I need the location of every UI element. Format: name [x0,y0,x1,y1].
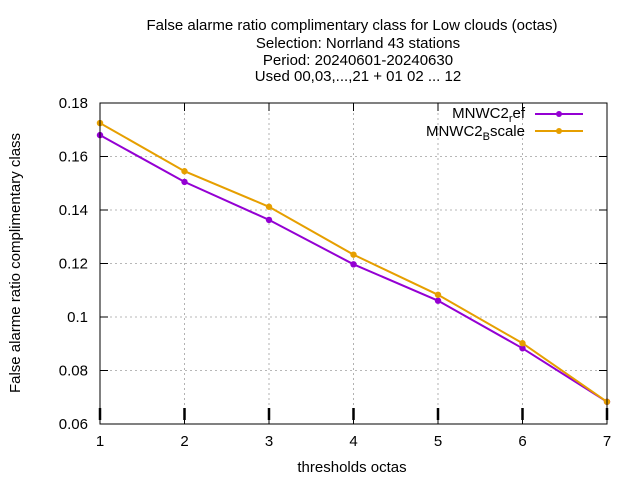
x-tick-label: 6 [518,433,526,450]
chart-title-line-2: Selection: Norrland 43 stations [256,35,460,52]
y-tick-labels: 0.06 0.08 0.1 0.12 0.14 0.16 0.18 [59,95,88,433]
legend: MNWC2ref MNWC2Bscale [426,105,583,143]
data-series [96,119,611,405]
series-2-point [265,203,273,210]
chart-title-line-3: Period: 20240601-20240630 [263,52,453,69]
y-tick-label: 0.14 [59,202,88,219]
y-tick-label: 0.06 [59,416,88,433]
x-tick-labels: 1 2 3 4 5 6 7 [96,433,611,450]
y-axis-label: False alarme ratio complimentary class [7,133,24,393]
series-2-point [350,251,357,258]
legend-label-series-1: MNWC2ref [452,105,526,125]
y-tick-label: 0.16 [59,149,88,166]
x-tick-label: 1 [96,433,104,450]
chart-title-line-4: Used 00,03,...,21 + 01 02 ... 12 [255,68,461,85]
series-1-point [519,345,526,352]
x-tick-label: 2 [180,433,188,450]
legend-marker-series-1 [556,111,562,117]
series-2-point [434,291,442,298]
series-1-point [265,216,273,224]
y-tick-label: 0.1 [67,309,88,326]
x-tick-label: 4 [349,433,357,450]
legend-label-subscript: B [483,131,490,143]
series-1-point [350,261,357,268]
y-tick-label: 0.12 [59,256,88,273]
legend-label-series-2: MNWC2Bscale [426,123,525,143]
series-1-point [434,297,442,304]
series-1-point [181,178,188,186]
y-tick-label: 0.18 [59,95,88,112]
chart-title-line-1: False alarme ratio complimentary class f… [147,17,558,34]
x-tick-label: 7 [603,433,611,450]
x-tick-label: 3 [265,433,273,450]
x-tick-label: 5 [434,433,442,450]
legend-label-main: MNWC2 [452,105,509,122]
plot-frame [99,102,608,425]
y-tick-label: 0.08 [59,363,88,380]
legend-label-main: MNWC2 [426,123,483,140]
series-2-point [519,340,526,347]
legend-label-subscript: r [509,113,513,125]
series-2-point [181,168,188,175]
legend-label-tail: ef [512,105,525,122]
legend-marker-series-2 [556,128,562,134]
legend-label-tail: scale [490,123,525,140]
x-axis-label: thresholds octas [297,459,406,476]
